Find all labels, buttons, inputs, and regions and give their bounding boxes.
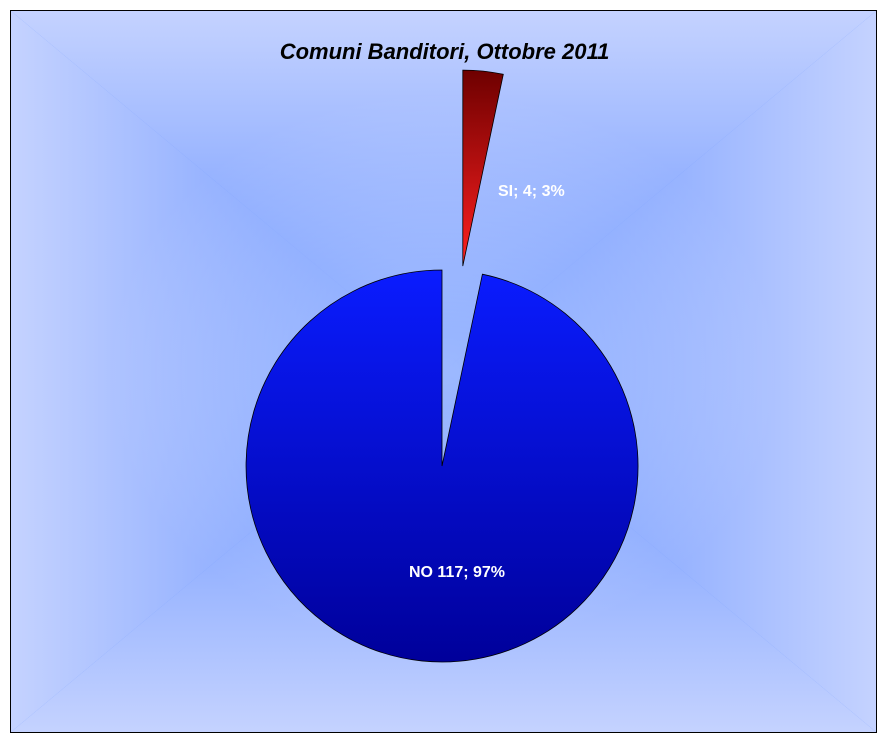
chart-area: Comuni Banditori, Ottobre 2011 SI; 4; 3%… [10,10,877,733]
slice-label-si: SI; 4; 3% [498,183,565,200]
pie-slice-no [245,269,639,663]
pie-labels: SI; 4; 3% NO 117; 97% [409,183,565,581]
chart-title: Comuni Banditori, Ottobre 2011 [279,39,610,64]
pie-slices [245,69,639,663]
slice-label-no: NO 117; 97% [409,564,505,581]
pie-chart: SI; 4; 3% NO 117; 97% [245,69,639,663]
pie-slice-si [462,69,504,267]
